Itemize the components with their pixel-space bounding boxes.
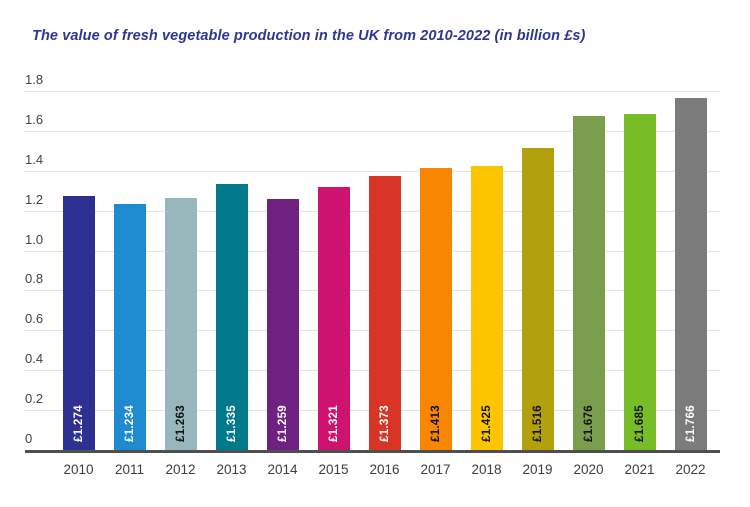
bar-2021: £1.685	[623, 113, 656, 450]
x-tick-label-2019: 2019	[522, 462, 553, 477]
x-tick-label-2020: 2020	[573, 462, 604, 477]
y-tick-label: 1.8	[25, 72, 44, 87]
bar-value-label-2019: £1.516	[531, 405, 544, 442]
bar-value-label-2011: £1.234	[123, 405, 136, 442]
x-tick-label-2013: 2013	[216, 462, 247, 477]
bar-value-label-2017: £1.413	[429, 405, 442, 442]
x-tick-label-2015: 2015	[318, 462, 349, 477]
gridline	[25, 91, 720, 92]
bar-value-label-2015: £1.321	[327, 405, 340, 442]
chart-title: The value of fresh vegetable production …	[32, 28, 586, 44]
y-tick-label: 0.4	[25, 351, 44, 367]
bar-2020: £1.676	[572, 115, 605, 450]
y-tick-label: 1.2	[25, 191, 44, 207]
bar-2013: £1.335	[215, 183, 248, 450]
bar-value-label-2016: £1.373	[378, 405, 391, 442]
gridline	[25, 130, 720, 132]
bar-2019: £1.516	[521, 147, 554, 450]
x-tick-label-2016: 2016	[369, 462, 400, 477]
bar-value-label-2013: £1.335	[225, 405, 238, 442]
bar-value-label-2012: £1.263	[174, 405, 187, 442]
gridline	[25, 170, 720, 172]
bar-value-label-2020: £1.676	[582, 405, 595, 442]
bar-value-label-2014: £1.259	[276, 405, 289, 442]
bar-2018: £1.425	[470, 165, 503, 450]
bar-2016: £1.373	[368, 176, 401, 450]
y-tick-label: 0.2	[25, 391, 44, 407]
x-tick-label-2021: 2021	[624, 462, 655, 477]
y-tick-label: 0	[25, 431, 33, 446]
bar-2011: £1.234	[113, 203, 146, 450]
bar-2017: £1.413	[419, 168, 452, 450]
y-tick-label: 1.0	[25, 231, 44, 247]
bar-value-label-2010: £1.274	[72, 405, 85, 442]
y-tick-label: 0.8	[25, 271, 44, 287]
x-tick-label-2014: 2014	[267, 462, 298, 477]
x-tick-label-2011: 2011	[114, 462, 145, 477]
x-tick-label-2010: 2010	[63, 462, 94, 477]
y-tick-label: 1.6	[25, 111, 44, 127]
y-tick-label: 1.4	[25, 151, 44, 167]
bar-2010: £1.274	[62, 195, 95, 450]
bar-value-label-2018: £1.425	[480, 405, 493, 442]
y-tick-label: 0.6	[25, 311, 44, 327]
bar-2012: £1.263	[164, 198, 197, 450]
bar-value-label-2021: £1.685	[633, 405, 646, 442]
bar-value-label-2022: £1.766	[684, 405, 697, 442]
bar-2015: £1.321	[317, 186, 350, 450]
x-axis-line	[25, 450, 720, 453]
bar-2022: £1.766	[674, 97, 707, 450]
x-tick-label-2018: 2018	[471, 462, 502, 477]
bar-2014: £1.259	[266, 198, 299, 450]
x-tick-label-2012: 2012	[165, 462, 196, 477]
x-tick-label-2017: 2017	[420, 462, 451, 477]
x-tick-label-2022: 2022	[675, 462, 706, 477]
